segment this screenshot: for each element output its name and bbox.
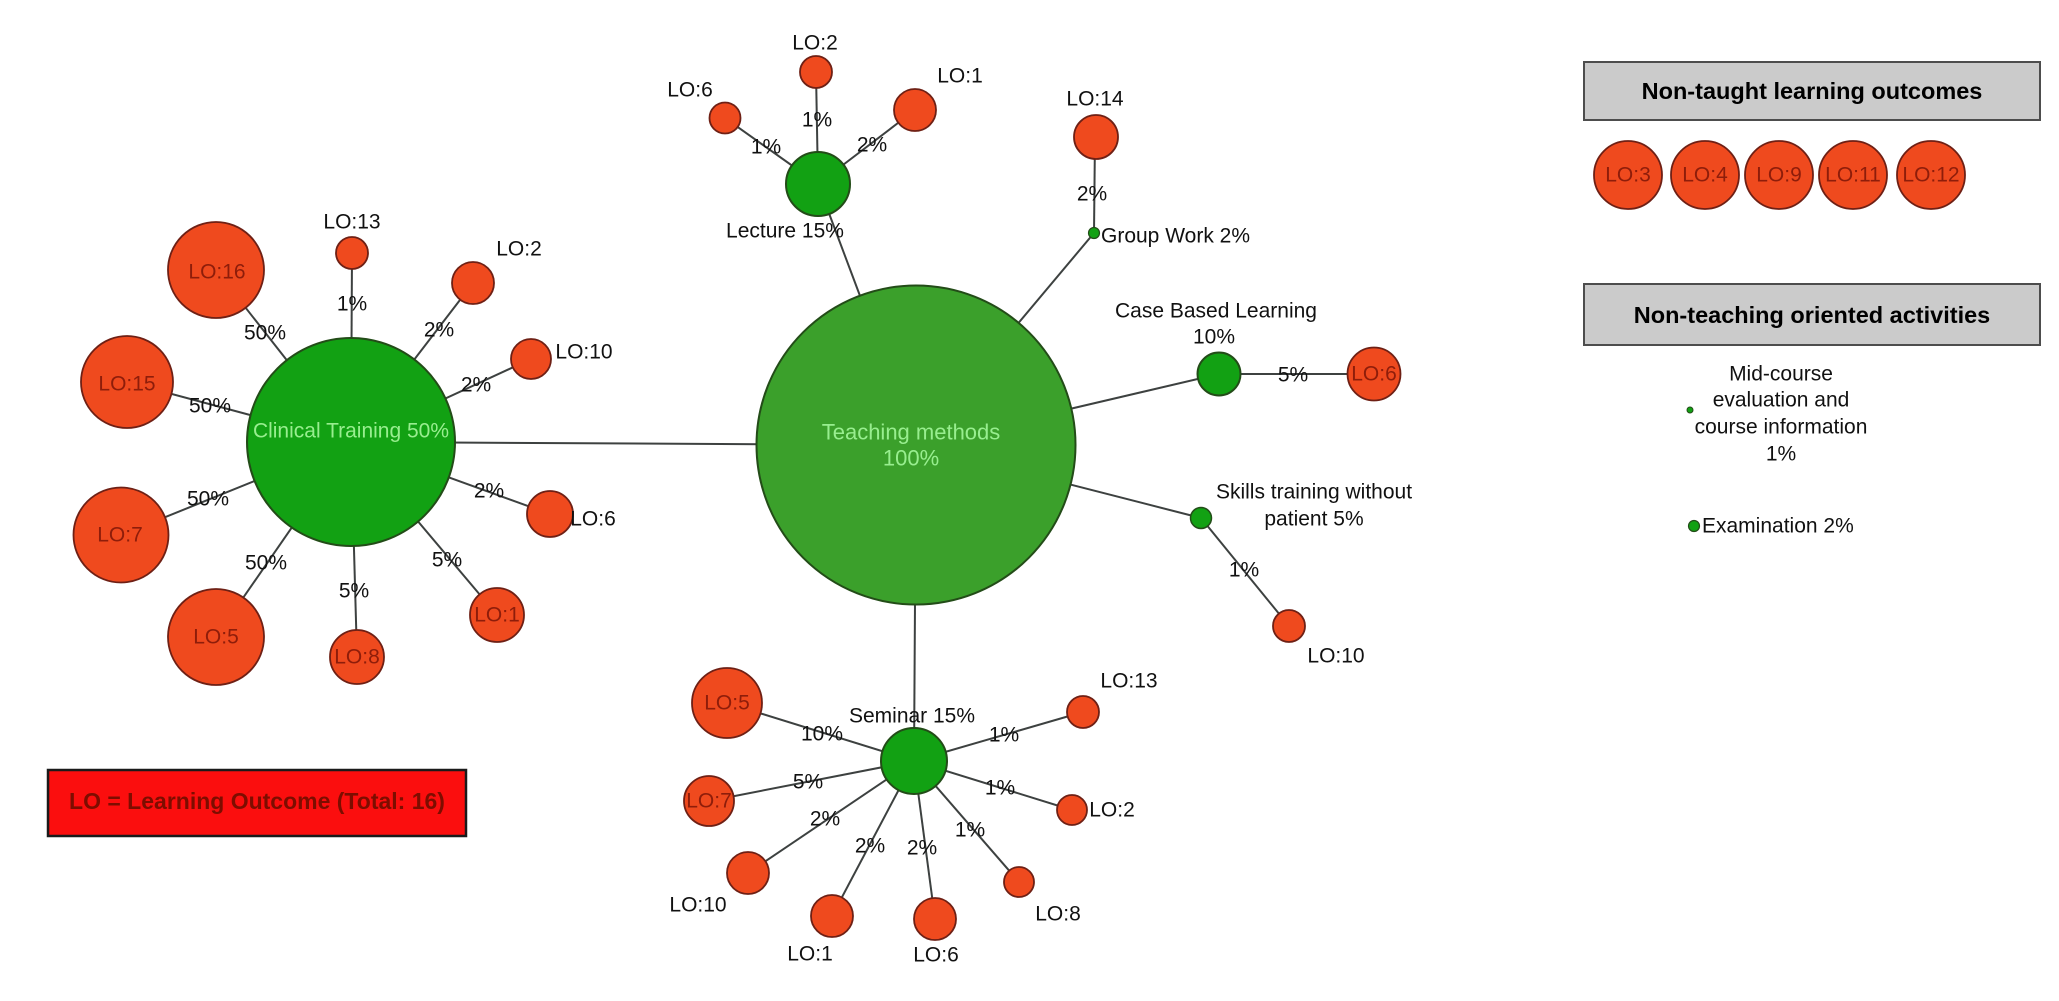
svg-text:1%: 1%: [989, 724, 1019, 747]
svg-text:2%: 2%: [461, 374, 491, 397]
svg-text:LO:10: LO:10: [555, 341, 612, 364]
svg-text:LO = Learning Outcome (Total:: LO = Learning Outcome (Total: 16): [69, 788, 445, 814]
svg-text:Lecture 15%: Lecture 15%: [726, 220, 844, 243]
svg-text:Non-teaching oriented activiti: Non-teaching oriented activities: [1634, 302, 1990, 328]
svg-text:LO:7: LO:7: [686, 790, 732, 813]
svg-text:LO:15: LO:15: [98, 373, 155, 396]
svg-text:LO:7: LO:7: [97, 524, 143, 547]
svg-text:LO:4: LO:4: [1682, 164, 1728, 187]
svg-text:100%: 100%: [883, 446, 939, 471]
svg-text:Clinical Training 50%: Clinical Training 50%: [253, 420, 449, 443]
svg-text:LO:1: LO:1: [787, 943, 833, 966]
svg-text:LO:12: LO:12: [1902, 164, 1959, 187]
svg-text:1%: 1%: [955, 819, 985, 842]
svg-text:LO:8: LO:8: [334, 646, 380, 669]
svg-text:LO:1: LO:1: [474, 604, 520, 627]
svg-text:50%: 50%: [189, 395, 231, 418]
svg-text:2%: 2%: [907, 837, 937, 860]
svg-text:LO:10: LO:10: [1307, 645, 1364, 668]
svg-text:5%: 5%: [339, 580, 369, 603]
svg-text:Examination 2%: Examination 2%: [1702, 515, 1854, 538]
svg-text:evaluation and: evaluation and: [1713, 389, 1850, 412]
svg-text:Group Work 2%: Group Work 2%: [1101, 225, 1250, 248]
svg-text:5%: 5%: [1278, 364, 1308, 387]
svg-text:Skills training without: Skills training without: [1216, 481, 1412, 504]
svg-text:Case Based Learning: Case Based Learning: [1115, 300, 1317, 323]
svg-text:Teaching methods: Teaching methods: [822, 420, 1001, 445]
svg-text:50%: 50%: [245, 552, 287, 575]
svg-text:1%: 1%: [985, 777, 1015, 800]
svg-text:LO:13: LO:13: [1100, 670, 1157, 693]
svg-text:LO:8: LO:8: [1035, 903, 1081, 926]
svg-text:LO:14: LO:14: [1066, 88, 1124, 111]
svg-text:patient 5%: patient 5%: [1264, 508, 1363, 531]
svg-text:LO:6: LO:6: [1351, 363, 1397, 386]
svg-text:LO:9: LO:9: [1756, 164, 1802, 187]
svg-text:50%: 50%: [187, 488, 229, 511]
svg-text:Non-taught learning outcomes: Non-taught learning outcomes: [1642, 78, 1983, 104]
svg-text:1%: 1%: [1229, 559, 1259, 582]
svg-text:2%: 2%: [810, 808, 840, 831]
svg-text:2%: 2%: [855, 835, 885, 858]
svg-text:LO:13: LO:13: [323, 211, 380, 234]
svg-text:1%: 1%: [337, 293, 367, 316]
svg-text:1%: 1%: [802, 109, 832, 132]
svg-text:50%: 50%: [244, 322, 286, 345]
svg-text:10%: 10%: [801, 723, 843, 746]
svg-text:LO:11: LO:11: [1825, 164, 1881, 187]
svg-text:LO:6: LO:6: [913, 944, 959, 967]
svg-text:2%: 2%: [474, 480, 504, 503]
svg-text:10%: 10%: [1193, 326, 1235, 349]
svg-text:Mid-course: Mid-course: [1729, 363, 1833, 386]
svg-text:LO:2: LO:2: [792, 32, 838, 55]
svg-text:LO:10: LO:10: [669, 894, 726, 917]
svg-text:LO:2: LO:2: [1089, 799, 1135, 822]
svg-text:LO:6: LO:6: [667, 79, 713, 102]
svg-text:course information: course information: [1695, 416, 1868, 439]
svg-text:5%: 5%: [432, 549, 462, 572]
svg-text:5%: 5%: [793, 771, 823, 794]
svg-text:LO:2: LO:2: [496, 238, 542, 261]
svg-text:2%: 2%: [857, 134, 887, 157]
svg-text:2%: 2%: [424, 319, 454, 342]
svg-text:Seminar 15%: Seminar 15%: [849, 705, 975, 728]
svg-text:LO:6: LO:6: [570, 508, 616, 531]
svg-text:LO:5: LO:5: [193, 626, 239, 649]
svg-text:1%: 1%: [751, 136, 781, 159]
svg-text:LO:16: LO:16: [188, 261, 245, 284]
svg-text:LO:1: LO:1: [937, 65, 983, 88]
svg-text:1%: 1%: [1766, 443, 1796, 466]
svg-text:LO:5: LO:5: [704, 692, 750, 715]
svg-text:2%: 2%: [1077, 183, 1107, 206]
svg-text:LO:3: LO:3: [1605, 164, 1651, 187]
